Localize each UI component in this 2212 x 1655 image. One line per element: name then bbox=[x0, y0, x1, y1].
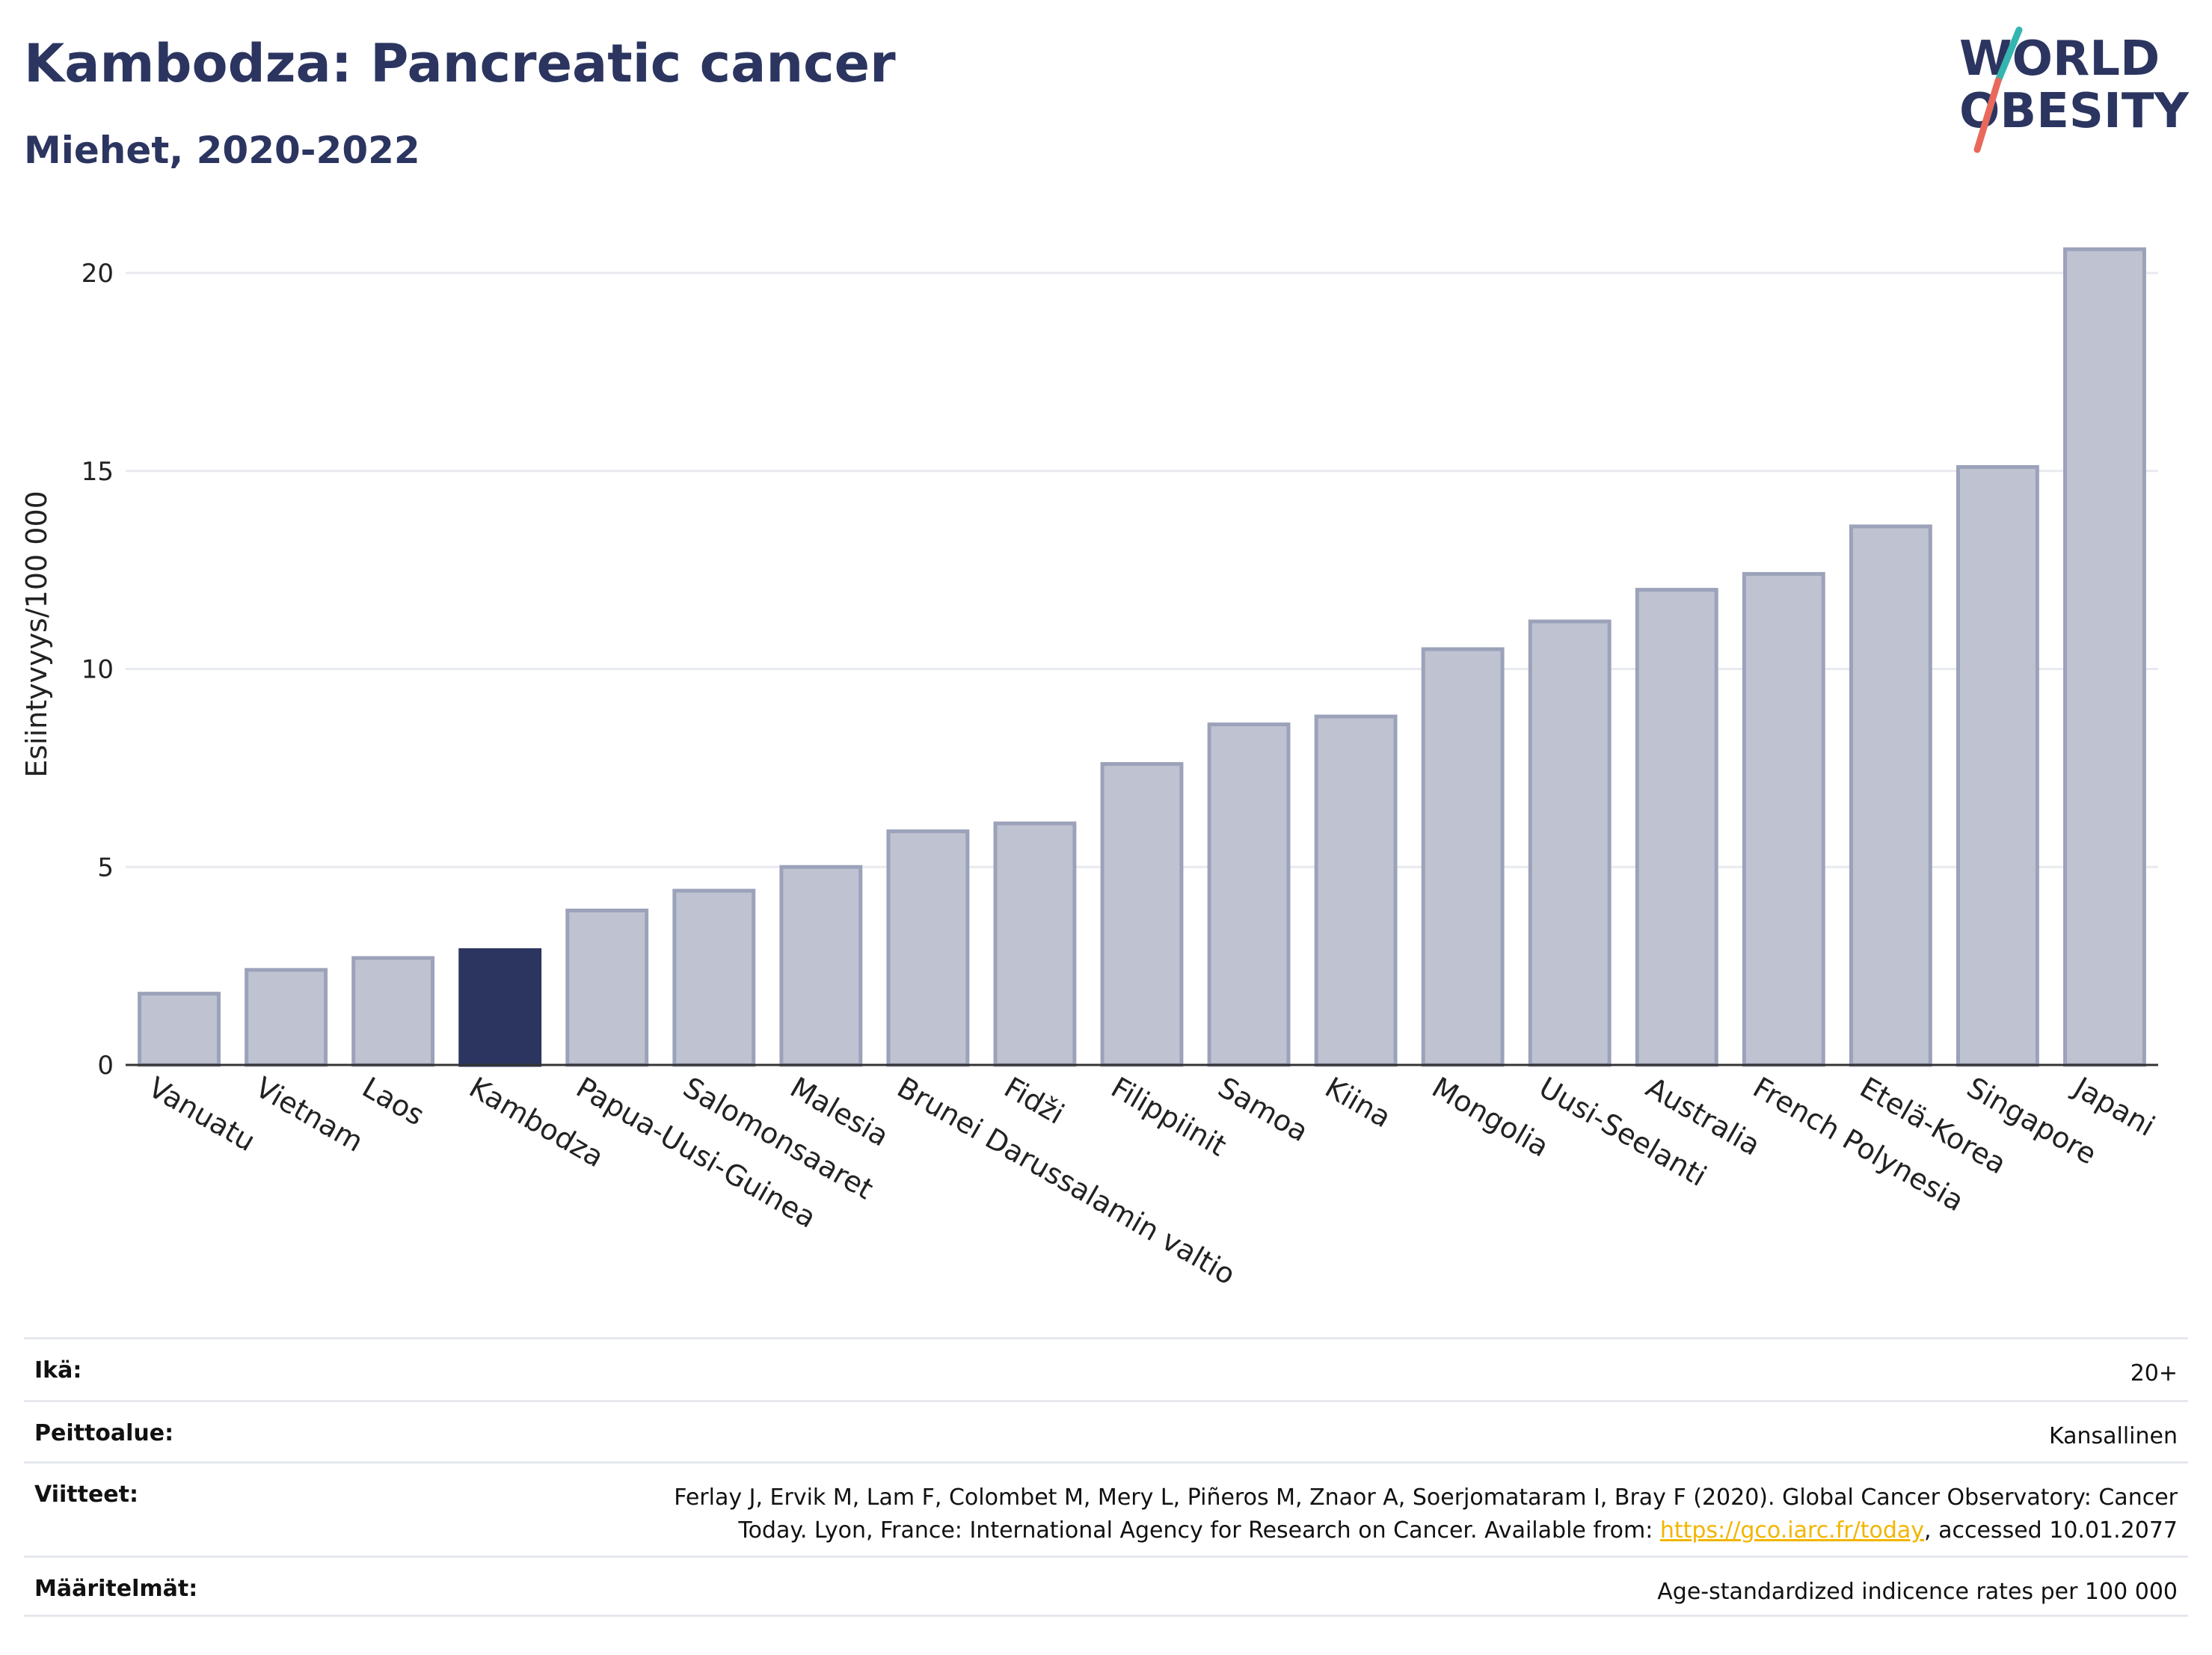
references-line2-post: , accessed 10.01.2077 bbox=[1924, 1517, 2178, 1544]
x-tick-label: Vietnam bbox=[250, 1071, 369, 1158]
references-value: Ferlay J, Ervik M, Lam F, Colombet M, Me… bbox=[674, 1481, 2178, 1547]
bar-kiina[interactable] bbox=[1314, 714, 1398, 1067]
references-line1: Ferlay J, Ervik M, Lam F, Colombet M, Me… bbox=[674, 1484, 2178, 1511]
bar-samoa[interactable] bbox=[1207, 722, 1291, 1067]
logo-stroke-coral bbox=[1973, 77, 2002, 153]
references-link[interactable]: https://gco.iarc.fr/today bbox=[1659, 1517, 1925, 1544]
definitions-label: Määritelmät: bbox=[34, 1576, 198, 1602]
bar-laos[interactable] bbox=[351, 956, 435, 1067]
definitions-value: Age-standardized indicence rates per 100… bbox=[1657, 1579, 2178, 1605]
y-axis-ticks: 0 5 10 15 20 bbox=[82, 259, 114, 1081]
bar-mongolia[interactable] bbox=[1421, 647, 1505, 1067]
bar-etelä-korea[interactable] bbox=[1849, 524, 1932, 1067]
references-label: Viitteet: bbox=[34, 1481, 138, 1508]
bar-salomonsaaret[interactable] bbox=[672, 888, 756, 1067]
x-tick-label: Vanuatu bbox=[143, 1071, 261, 1158]
y-tick-label: 15 bbox=[82, 457, 114, 487]
y-tick-label: 5 bbox=[97, 853, 114, 882]
age-label: Ikä: bbox=[34, 1357, 82, 1384]
bar-vanuatu[interactable] bbox=[138, 992, 221, 1067]
info-table: Ikä: 20+ Peittoalue: Kansallinen Viittee… bbox=[24, 1337, 2188, 1617]
chart-title: Kambodza: Pancreatic cancer bbox=[24, 33, 896, 94]
bar-japani[interactable] bbox=[2063, 247, 2146, 1067]
bar-uusi-seelanti[interactable] bbox=[1528, 619, 1612, 1067]
bar-malesia[interactable] bbox=[779, 865, 863, 1067]
y-axis-title: Esiintyvyys/100 000 bbox=[20, 491, 53, 778]
info-row-references: Viitteet: Ferlay J, Ervik M, Lam F, Colo… bbox=[24, 1461, 2188, 1556]
world-obesity-logo: WORLD OBESITY bbox=[1959, 26, 2189, 153]
coverage-label: Peittoalue: bbox=[34, 1420, 174, 1446]
bar-fidži[interactable] bbox=[993, 821, 1077, 1067]
bar-kambodza[interactable] bbox=[458, 948, 542, 1067]
bar-filippiinit[interactable] bbox=[1100, 762, 1184, 1067]
x-tick-label: Laos bbox=[357, 1071, 430, 1132]
bar-papua-uusi-guinea[interactable] bbox=[565, 908, 649, 1067]
x-tick-label: Fidži bbox=[998, 1071, 1069, 1131]
x-tick-label: Mongolia bbox=[1427, 1071, 1555, 1164]
logo-line1: WORLD bbox=[1959, 31, 2160, 87]
references-line2-pre: Today. Lyon, France: International Agenc… bbox=[738, 1517, 1660, 1544]
chart-subtitle: Miehet, 2020-2022 bbox=[24, 129, 420, 172]
y-tick-label: 0 bbox=[97, 1051, 114, 1081]
bar-french-polynesia[interactable] bbox=[1742, 571, 1825, 1067]
info-row-coverage: Peittoalue: Kansallinen bbox=[24, 1400, 2188, 1461]
x-tick-label: Kiina bbox=[1320, 1071, 1397, 1134]
bars bbox=[138, 247, 2146, 1067]
bar-vietnam[interactable] bbox=[245, 968, 328, 1067]
bar-singapore[interactable] bbox=[1956, 464, 2039, 1067]
bar-brunei-darussalamin-valtio[interactable] bbox=[886, 829, 970, 1067]
info-row-age: Ikä: 20+ bbox=[24, 1337, 2188, 1400]
coverage-value: Kansallinen bbox=[2048, 1423, 2178, 1449]
y-tick-label: 10 bbox=[82, 655, 114, 685]
y-tick-label: 20 bbox=[82, 259, 114, 289]
age-value: 20+ bbox=[2130, 1360, 2178, 1387]
info-row-definitions: Määritelmät: Age-standardized indicence … bbox=[24, 1556, 2188, 1617]
bar-australia[interactable] bbox=[1635, 588, 1718, 1067]
logo-stroke-teal bbox=[1994, 26, 2023, 85]
x-tick-label: Filippiinit bbox=[1106, 1071, 1232, 1163]
